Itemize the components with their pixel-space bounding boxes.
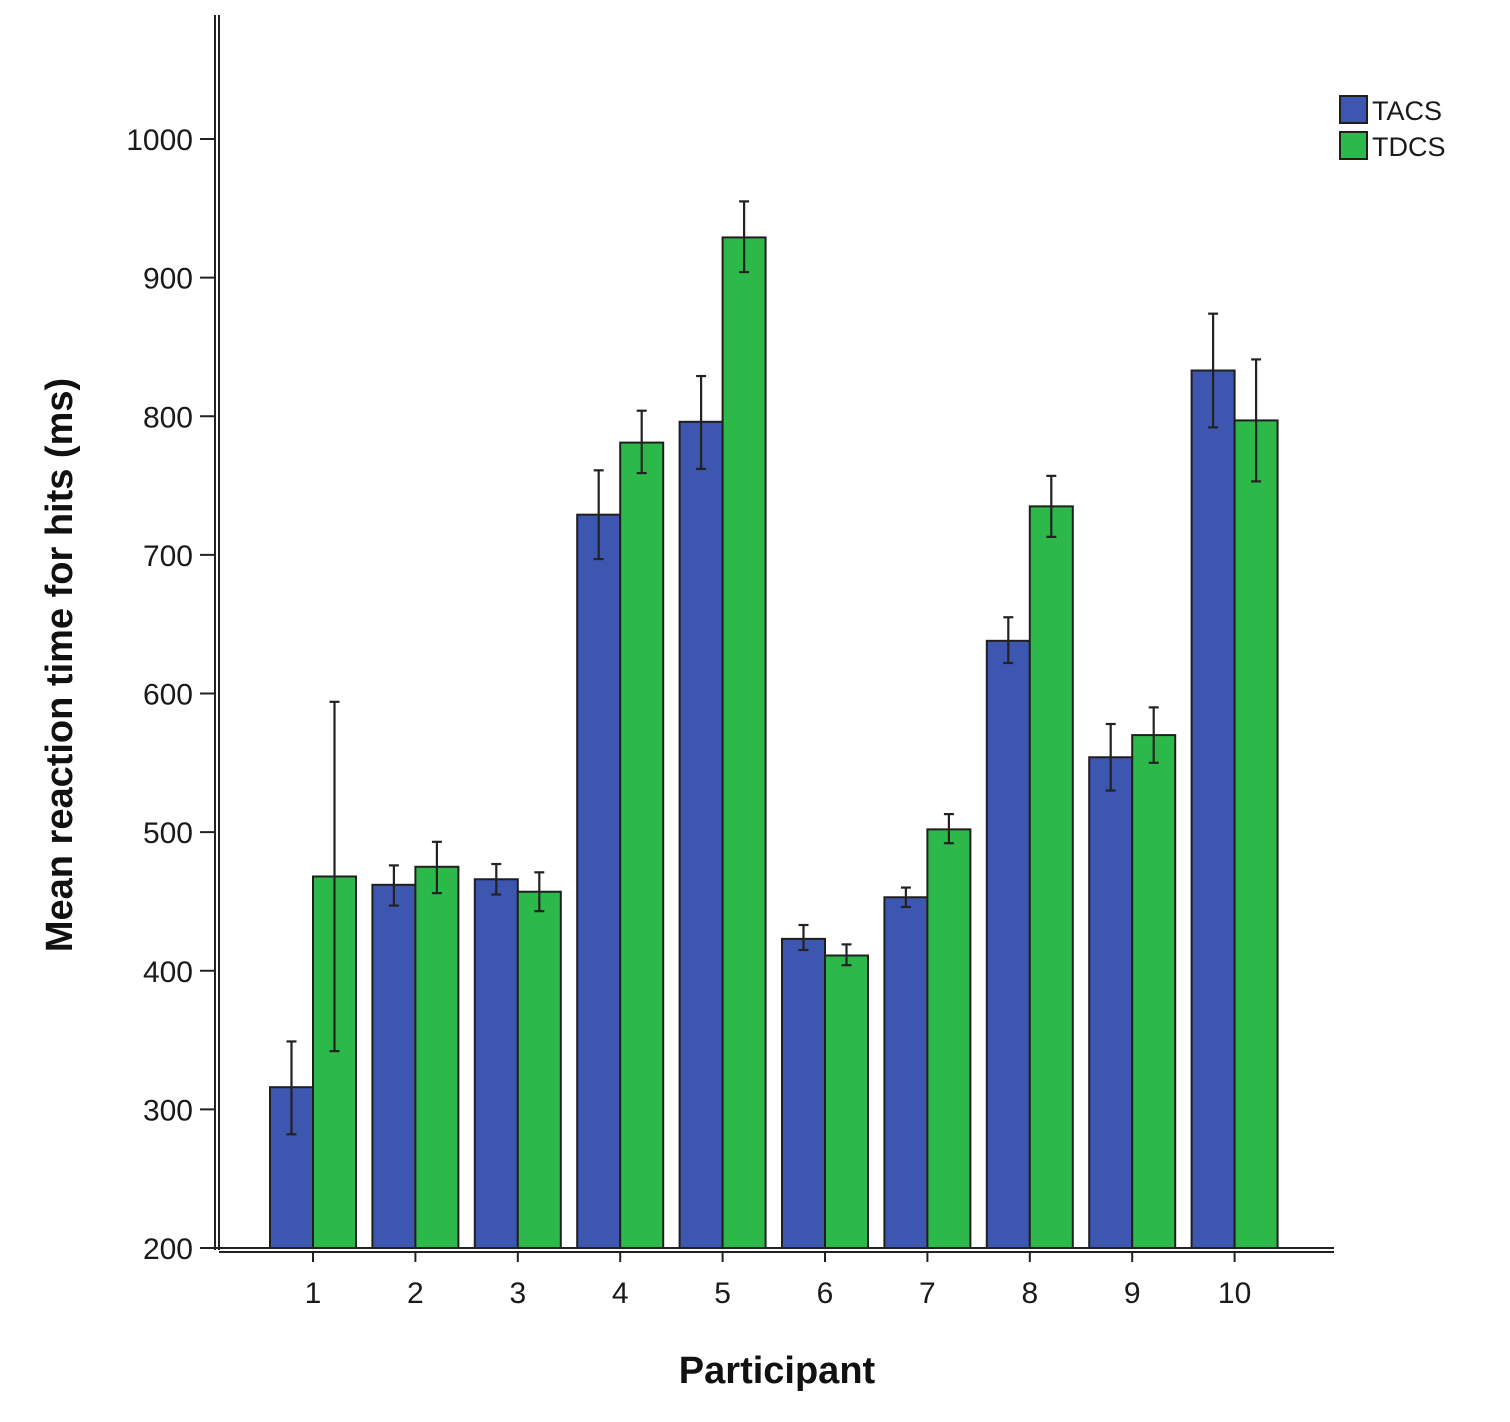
error-bar-tacs-participant-10 — [1208, 312, 1219, 429]
bar-tdcs-participant-2 — [414, 865, 460, 1249]
error-bar-tdcs-participant-6 — [841, 943, 852, 967]
error-bar-tacs-participant-2 — [388, 864, 399, 907]
y-tick-label-900: 900 — [143, 263, 193, 296]
bar-tacs-participant-9 — [1088, 756, 1134, 1250]
error-bar-tdcs-participant-8 — [1046, 474, 1057, 538]
error-bar-tdcs-participant-9 — [1148, 706, 1159, 764]
x-axis-title: Participant — [679, 1350, 876, 1392]
error-bars-layer — [286, 200, 1262, 1136]
x-tick-label-4: 4 — [612, 1277, 629, 1310]
bar-tacs-participant-2 — [371, 883, 417, 1249]
y-tick-label-600: 600 — [143, 679, 193, 712]
error-bar-tacs-participant-6 — [798, 923, 809, 952]
bar-tacs-participant-5 — [678, 420, 724, 1250]
legend-label-tacs: TACS — [1372, 96, 1442, 126]
y-tick-label-1000: 1000 — [126, 124, 193, 157]
error-bar-tacs-participant-1 — [286, 1040, 297, 1136]
error-bar-tacs-participant-5 — [696, 374, 707, 471]
bar-tdcs-participant-6 — [824, 954, 869, 1249]
bar-tacs-participant-4 — [576, 513, 622, 1249]
bar-tacs-participant-7 — [883, 896, 929, 1249]
legend-swatch-tdcs — [1339, 131, 1368, 160]
x-tick-label-1: 1 — [305, 1277, 322, 1310]
bar-tacs-participant-8 — [985, 639, 1031, 1249]
legend: TACS TDCS — [1339, 95, 1446, 162]
error-bar-tacs-participant-4 — [593, 469, 604, 561]
y-tick-label-200: 200 — [143, 1233, 193, 1266]
bar-tdcs-participant-9 — [1131, 734, 1177, 1249]
bar-tdcs-participant-7 — [926, 828, 972, 1249]
error-bar-tdcs-participant-1 — [329, 700, 340, 1053]
bar-tdcs-participant-3 — [516, 890, 562, 1249]
error-bar-tacs-participant-7 — [900, 886, 911, 909]
y-ticks-layer: 200 300 400 500 600 700 800 900 1000 — [126, 124, 215, 1266]
bar-tdcs-participant-8 — [1028, 505, 1074, 1249]
axes-layer — [214, 15, 1334, 1253]
error-bar-tdcs-participant-2 — [431, 840, 442, 895]
x-ticks-layer: 1 2 3 4 5 6 7 8 9 10 — [305, 1252, 1251, 1310]
legend-label-tdcs: TDCS — [1372, 132, 1446, 162]
x-tick-label-2: 2 — [407, 1277, 424, 1310]
y-tick-label-300: 300 — [143, 1094, 193, 1127]
x-tick-label-5: 5 — [714, 1277, 731, 1310]
bars-layer — [269, 236, 1279, 1250]
y-axis-title: Mean reaction time for hits (ms) — [39, 378, 81, 952]
x-tick-label-8: 8 — [1021, 1277, 1038, 1310]
y-tick-label-700: 700 — [143, 540, 193, 573]
x-tick-label-10: 10 — [1218, 1277, 1251, 1310]
x-tick-label-3: 3 — [509, 1277, 526, 1310]
error-bar-tdcs-participant-3 — [534, 871, 545, 913]
y-tick-label-400: 400 — [143, 956, 193, 989]
legend-swatch-tacs — [1339, 95, 1368, 124]
bar-tacs-participant-10 — [1190, 369, 1236, 1250]
bar-tdcs-participant-10 — [1233, 419, 1279, 1249]
error-bar-tacs-participant-8 — [1003, 616, 1014, 665]
error-bar-tdcs-participant-5 — [739, 200, 750, 274]
bar-tacs-participant-6 — [781, 937, 826, 1250]
bar-tacs-participant-3 — [473, 878, 519, 1249]
bar-tdcs-participant-4 — [619, 441, 665, 1249]
x-tick-label-6: 6 — [817, 1277, 834, 1310]
y-tick-label-500: 500 — [143, 817, 193, 850]
error-bar-tdcs-participant-10 — [1251, 358, 1262, 483]
error-bar-tacs-participant-3 — [491, 862, 502, 896]
x-tick-label-9: 9 — [1124, 1277, 1141, 1310]
x-tick-label-7: 7 — [919, 1277, 936, 1310]
bar-tdcs-participant-5 — [721, 236, 767, 1249]
error-bar-tdcs-participant-7 — [943, 813, 954, 845]
error-bar-tdcs-participant-4 — [636, 409, 647, 475]
error-bar-tacs-participant-9 — [1105, 722, 1116, 792]
y-tick-label-800: 800 — [143, 401, 193, 434]
